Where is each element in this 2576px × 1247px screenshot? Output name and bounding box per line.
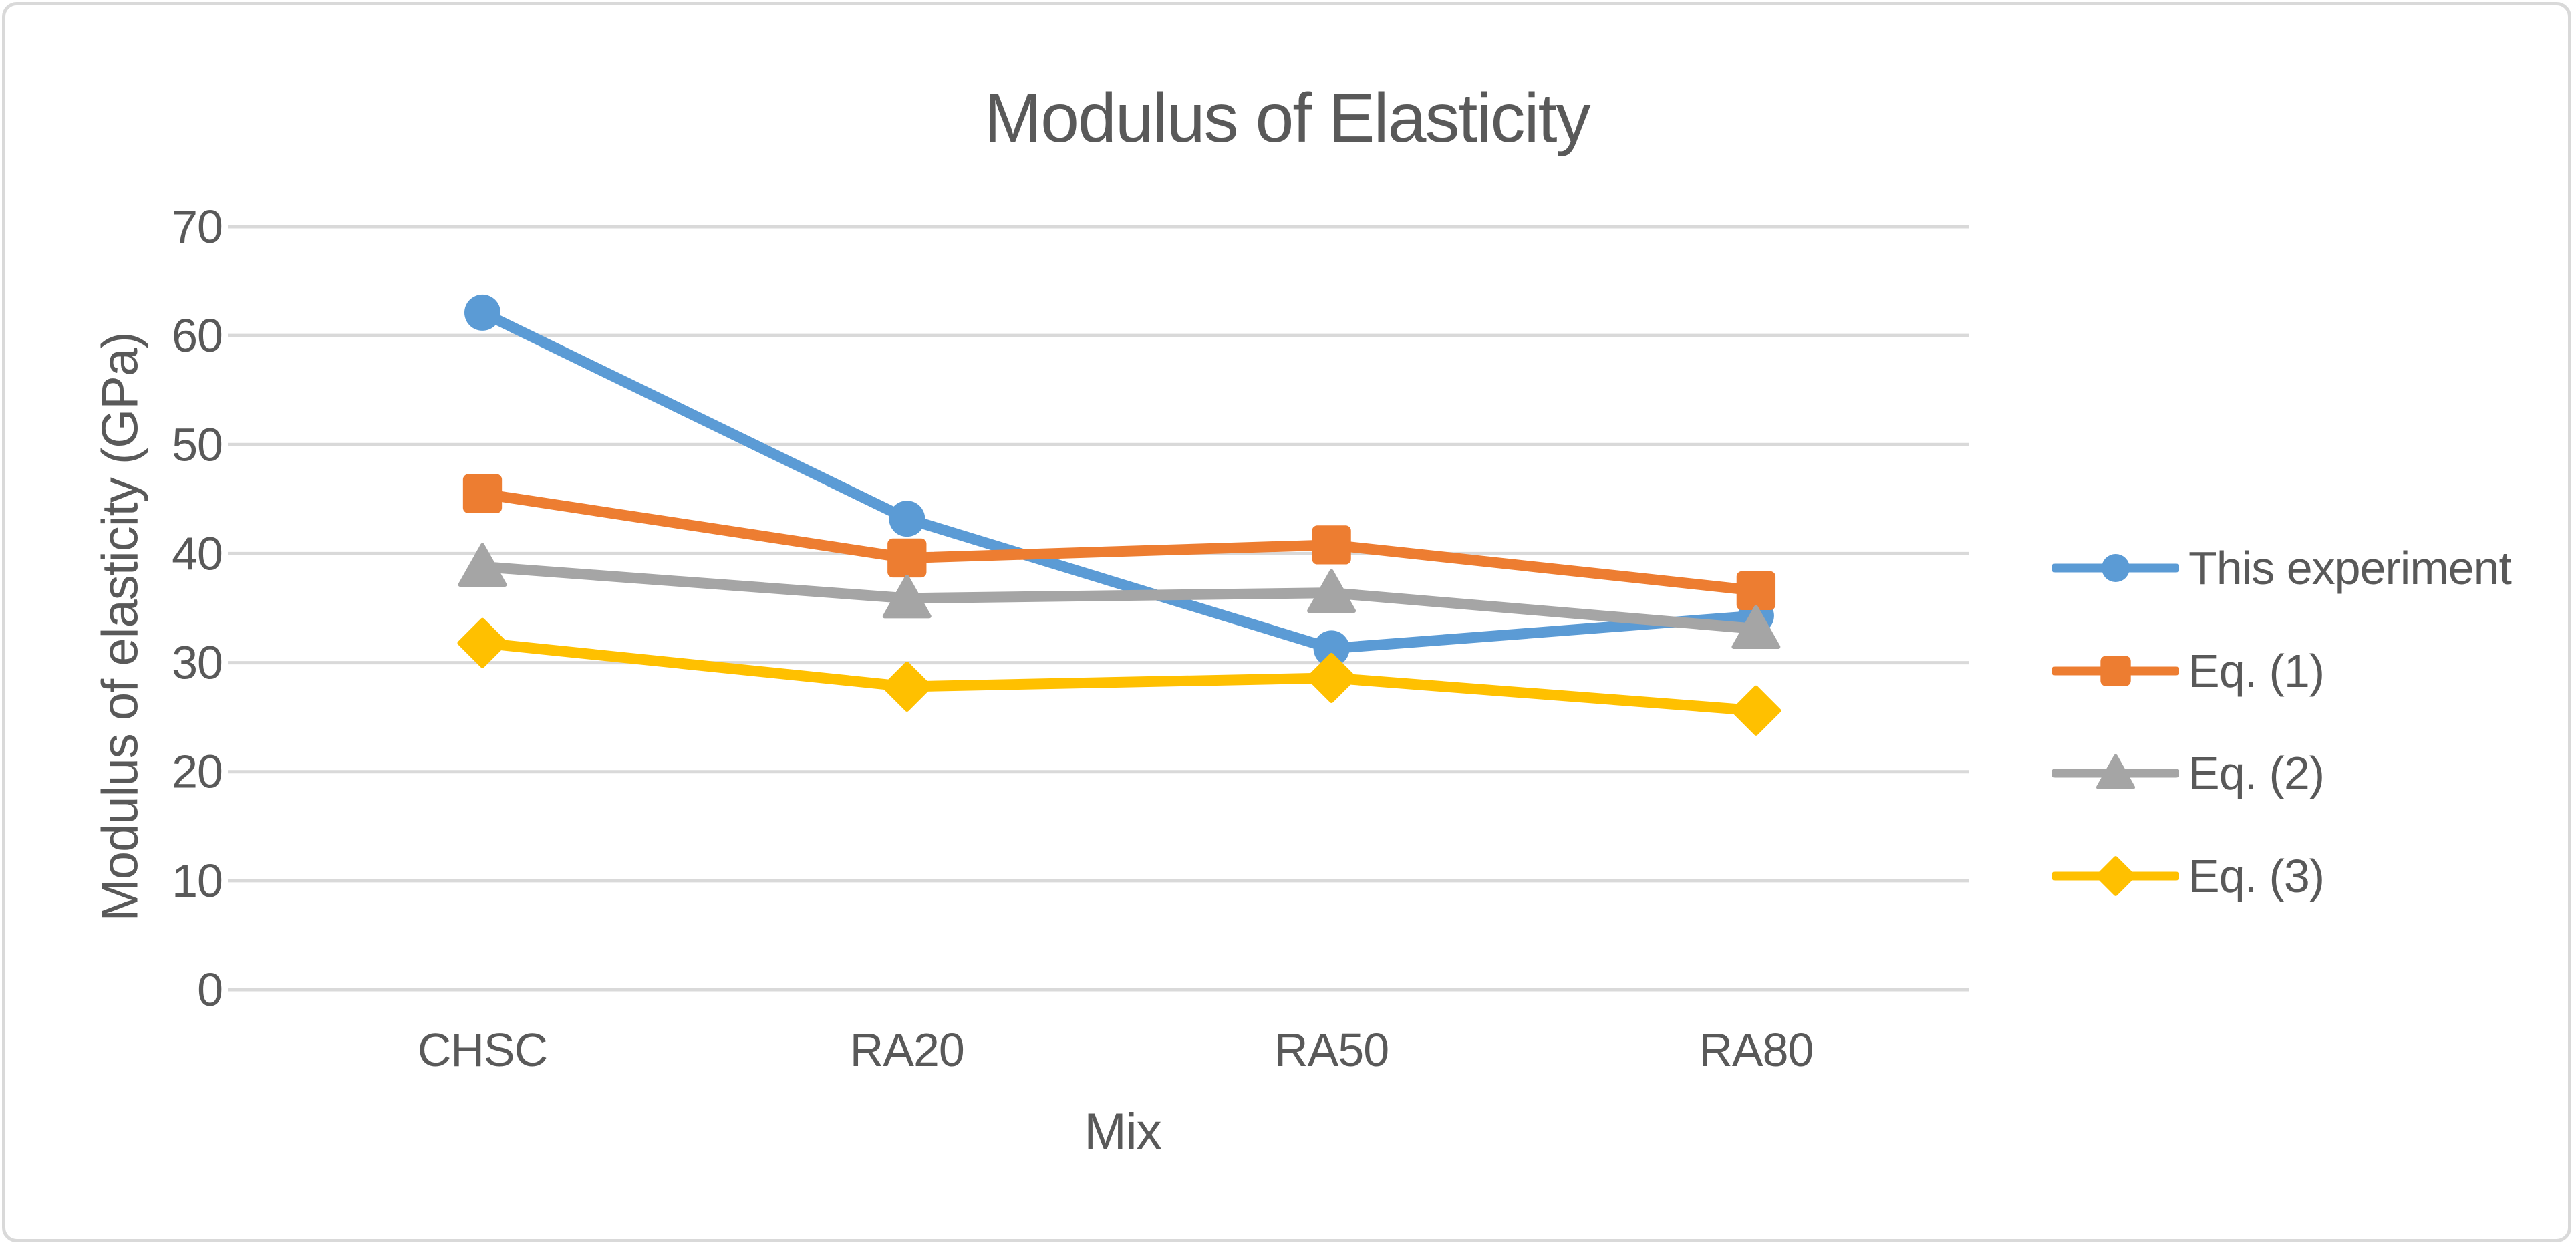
x-axis-title: Mix	[1084, 1103, 1161, 1160]
legend-item[interactable]: Eq. (3)	[2052, 846, 2325, 906]
data-point-diamond[interactable]	[881, 661, 932, 712]
legend-marker-glyph[interactable]	[2100, 656, 2131, 686]
legend: This experiment Eq. (1) Eq. (2) Eq. (3)	[2052, 5, 2568, 1239]
legend-item[interactable]: Eq. (2)	[2052, 743, 2325, 803]
y-tick-label: 70	[172, 200, 223, 253]
data-point-square[interactable]	[1736, 571, 1776, 611]
legend-marker-glyph[interactable]	[2096, 754, 2136, 790]
y-tick-label: 20	[172, 746, 223, 798]
legend-label: Eq. (2)	[2188, 747, 2325, 800]
plot-area: 0 10 20 30 40 50 60 70 CHSC RA20 RA50 RA80	[172, 200, 1969, 1076]
x-category-label: RA20	[850, 1024, 964, 1076]
x-category-label: CHSC	[418, 1024, 547, 1076]
y-tick-label: 40	[172, 527, 223, 579]
legend-marker-diamond	[2052, 856, 2179, 896]
data-point-triangle[interactable]	[882, 574, 932, 619]
series-line-circle[interactable]	[477, 307, 1761, 654]
x-category-label: RA80	[1699, 1024, 1813, 1076]
legend-label: Eq. (1)	[2188, 644, 2325, 697]
legend-item[interactable]: Eq. (1)	[2052, 641, 2325, 701]
data-point-square[interactable]	[462, 474, 503, 513]
data-point-diamond[interactable]	[1306, 652, 1357, 703]
data-point-triangle[interactable]	[1307, 569, 1356, 613]
y-tick-label: 60	[172, 309, 223, 362]
series-line-triangle[interactable]	[477, 561, 1761, 634]
legend-label: Eq. (3)	[2188, 850, 2325, 903]
legend-marker-glyph[interactable]	[2102, 554, 2130, 582]
data-point-circle[interactable]	[889, 501, 925, 537]
legend-marker-square	[2052, 656, 2179, 686]
legend-marker-circle	[2052, 554, 2179, 582]
data-point-circle[interactable]	[464, 294, 500, 331]
data-point-square[interactable]	[887, 538, 927, 578]
chart-title: Modulus of Elasticity	[984, 80, 1591, 157]
y-tick-label: 0	[197, 964, 223, 1016]
series-line-diamond[interactable]	[477, 638, 1761, 716]
legend-marker-glyph[interactable]	[2096, 856, 2136, 896]
data-point-circle[interactable]	[1313, 630, 1350, 667]
x-category-label: RA50	[1274, 1024, 1389, 1076]
data-point-triangle[interactable]	[458, 543, 507, 587]
data-point-diamond[interactable]	[1731, 685, 1781, 736]
data-point-square[interactable]	[1312, 525, 1351, 565]
data-point-triangle[interactable]	[1731, 605, 1781, 649]
y-tick-label: 30	[172, 637, 223, 689]
data-point-diamond[interactable]	[457, 617, 508, 668]
y-tick-label: 50	[172, 418, 223, 470]
legend-item[interactable]: This experiment	[2052, 538, 2512, 598]
legend-label: This experiment	[2188, 542, 2512, 594]
legend-marker-triangle	[2052, 754, 2179, 790]
y-tick-label: 10	[172, 855, 223, 907]
series-line-square[interactable]	[477, 488, 1761, 596]
